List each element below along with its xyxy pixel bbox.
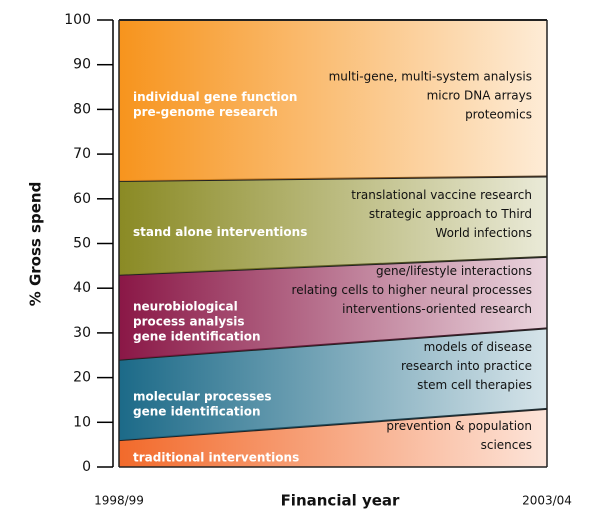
annotation: research into practice xyxy=(401,359,532,373)
y-tick-label: 60 xyxy=(73,191,91,207)
y-tick-label: 50 xyxy=(73,236,91,252)
annotation: micro DNA arrays xyxy=(427,89,532,103)
x-axis-title: Financial year xyxy=(281,492,400,510)
y-tick-label: 40 xyxy=(73,280,91,296)
y-tick-label: 0 xyxy=(82,459,91,475)
y-tick-label: 30 xyxy=(73,325,91,341)
annotation: interventions-oriented research xyxy=(342,302,532,316)
annotation: proteomics xyxy=(465,108,532,122)
y-tick-label: 100 xyxy=(64,12,91,28)
annotation: relating cells to higher neural processe… xyxy=(292,283,532,297)
y-tick-label: 70 xyxy=(73,146,91,162)
y-tick-label: 10 xyxy=(73,414,91,430)
series-label: individual gene function pre-genome resea… xyxy=(133,89,297,118)
area xyxy=(119,328,547,441)
annotation: multi-gene, multi-system analysis xyxy=(329,70,532,84)
annotation: translational vaccine research xyxy=(351,188,532,202)
series-label: neurobiological process analysis gene iden… xyxy=(133,299,261,343)
annotation: models of disease xyxy=(424,340,532,354)
annotation: sciences xyxy=(481,438,532,452)
annotation: prevention & population xyxy=(386,419,532,433)
annotation: gene/lifestyle interactions xyxy=(376,264,532,278)
area xyxy=(119,408,547,467)
series-label: stand alone interventions xyxy=(133,224,307,238)
y-tick-label: 20 xyxy=(73,370,91,386)
y-axis-title: % Gross spend xyxy=(27,182,45,307)
annotation: stem cell therapies xyxy=(417,378,532,392)
area xyxy=(119,20,547,181)
y-tick-label: 80 xyxy=(73,101,91,117)
series-label: traditional interventions xyxy=(133,450,299,464)
y-tick-label: 90 xyxy=(73,57,91,73)
x-tick-label: 2003/04 xyxy=(522,494,572,508)
series-label: molecular processes gene identification xyxy=(133,389,272,418)
annotation: World infections xyxy=(435,226,532,240)
x-tick-label: 1998/99 xyxy=(94,494,144,508)
area xyxy=(119,256,547,360)
annotation: strategic approach to Third xyxy=(369,207,532,221)
area xyxy=(119,176,547,275)
